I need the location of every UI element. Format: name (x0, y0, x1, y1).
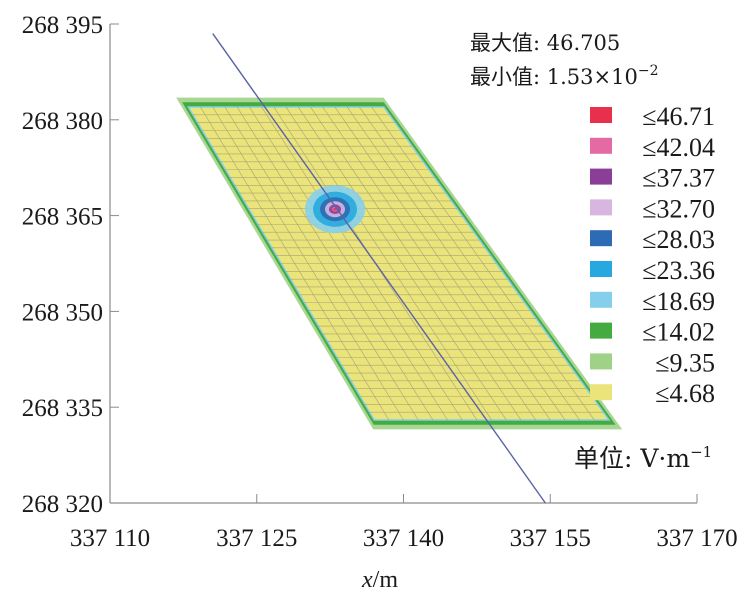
diagonal-line (212, 33, 546, 504)
legend-swatch (590, 353, 612, 370)
x-tick-label: 337 125 (216, 525, 297, 552)
legend-label: ≤28.03 (642, 225, 715, 254)
y-tick-label: 268 395 (22, 12, 103, 39)
legend-swatch (590, 137, 612, 154)
field-mesh (192, 106, 604, 421)
legend-label: ≤32.70 (642, 194, 715, 223)
x-tick-label: 337 155 (510, 525, 591, 552)
unit-text: 单位: V·m−1 (574, 443, 712, 473)
legend-label: ≤18.69 (642, 287, 715, 316)
mesh-line-along (322, 106, 536, 421)
legend-label: ≤42.04 (642, 133, 715, 162)
y-tick-label: 268 320 (22, 491, 103, 518)
legend-label: ≤37.37 (642, 164, 715, 193)
mesh-line-along (298, 106, 507, 421)
mesh-line-along (212, 106, 404, 421)
legend-label: ≤14.02 (642, 318, 715, 347)
min-value-text: 最小值: 1.53×10−2 (470, 63, 659, 89)
legend-swatch (590, 168, 612, 185)
x-axis-unit: /m (373, 567, 399, 593)
max-value-text: 最大值: 46.705 (470, 31, 620, 55)
field-map (176, 33, 623, 504)
hotspot-ring (333, 208, 337, 211)
legend-swatch (590, 384, 612, 401)
x-axis-label: x/m (361, 567, 398, 593)
legend-swatch (590, 322, 612, 339)
legend-label: ≤9.35 (655, 348, 715, 377)
mesh-line-along (261, 106, 463, 421)
mesh-line-along (285, 106, 492, 421)
min-label: 最小值: (470, 65, 540, 89)
mesh-line-along (359, 106, 580, 421)
legend: ≤46.71≤42.04≤37.37≤32.70≤28.03≤23.36≤18.… (590, 102, 715, 408)
legend-label: ≤23.36 (642, 256, 715, 285)
mesh-line-along (371, 106, 595, 421)
max-label: 最大值: (470, 31, 540, 55)
y-tick-label: 268 365 (22, 204, 103, 231)
unit-exponent: −1 (690, 443, 712, 461)
x-tick-label: 337 110 (70, 525, 150, 552)
legend-swatch (590, 107, 612, 123)
y-tick-label: 268 380 (22, 108, 103, 135)
x-tick-label: 337 140 (363, 525, 444, 552)
mesh-line-along (334, 106, 551, 421)
min-times: × (594, 65, 612, 89)
tick-labels: 337 110 337 125 337 140 337 155 337 170 268 3… (22, 12, 738, 552)
legend-swatch (590, 230, 612, 247)
legend-swatch (590, 261, 612, 277)
legend-swatch (590, 291, 612, 308)
mesh-line-along (249, 106, 448, 421)
x-axis-var: x (361, 567, 373, 593)
unit-label: 单位: V·m (574, 444, 690, 473)
y-tick-label: 268 335 (22, 395, 103, 422)
min-mantissa: 1.53 (547, 65, 594, 89)
mesh-line-along (310, 106, 522, 421)
mesh-line-along (346, 106, 566, 421)
legend-label: ≤4.68 (655, 379, 715, 408)
mesh-line-along (236, 106, 434, 421)
min-base: 10 (611, 65, 638, 89)
legend-swatch (590, 199, 612, 216)
min-exponent: −2 (638, 63, 659, 79)
x-tick-label: 337 170 (656, 525, 737, 552)
y-tick-label: 268 350 (22, 299, 103, 326)
max-value: 46.705 (547, 31, 620, 55)
mesh-line-along (200, 106, 390, 421)
legend-label: ≤46.71 (642, 102, 715, 131)
mesh-line-along (224, 106, 419, 421)
